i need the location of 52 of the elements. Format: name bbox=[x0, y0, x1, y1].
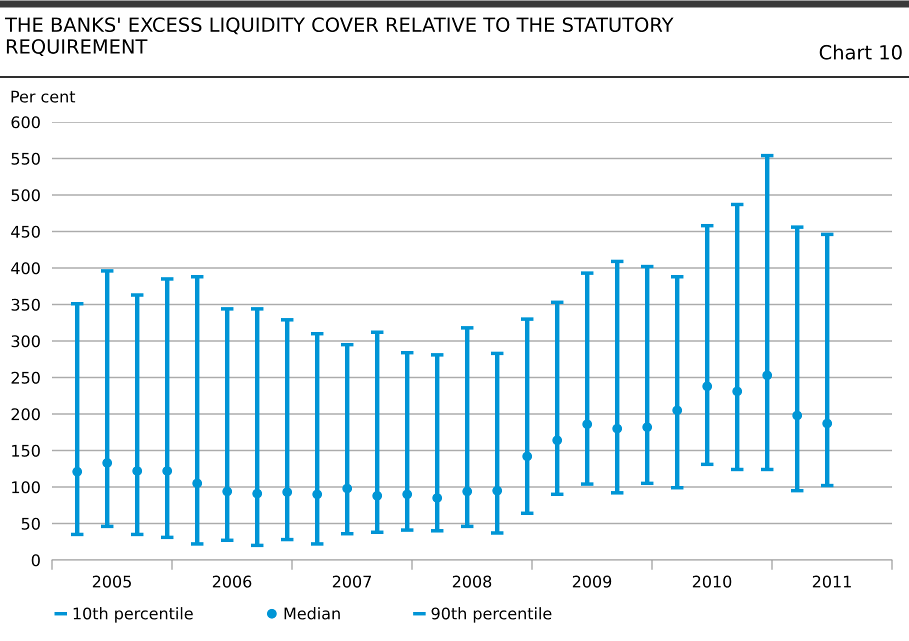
point bbox=[582, 419, 592, 430]
point bbox=[222, 486, 232, 496]
point bbox=[492, 486, 502, 496]
y-tick-label: 250 bbox=[12, 372, 40, 384]
chart-title: THE BANKS' EXCESS LIQUIDITY COVER RELATIVE TO THE STATUTORY REQUIREMENT bbox=[4, 17, 674, 56]
y-tick-label: 300 bbox=[12, 335, 40, 348]
x-tick-label: 2007 bbox=[332, 576, 371, 588]
y-tick-label: 400 bbox=[11, 262, 40, 274]
point bbox=[642, 422, 652, 432]
point bbox=[432, 493, 442, 503]
text: 90th percentile bbox=[432, 607, 552, 623]
y-tick-label: 500 bbox=[12, 189, 40, 202]
x-tick-label: 2010 bbox=[692, 576, 732, 588]
x-tick-label: 2006 bbox=[212, 576, 252, 588]
point bbox=[102, 458, 112, 468]
point bbox=[372, 490, 382, 501]
point bbox=[702, 381, 712, 392]
point bbox=[762, 370, 772, 380]
point bbox=[72, 466, 82, 477]
x-tick-label: 2005 bbox=[92, 576, 131, 588]
point bbox=[552, 435, 562, 446]
text: 10th percentile bbox=[74, 607, 193, 623]
x-tick-label: 2008 bbox=[452, 576, 492, 588]
point bbox=[732, 386, 742, 396]
legend-label: Median bbox=[284, 607, 340, 620]
point bbox=[252, 488, 262, 498]
point bbox=[312, 489, 322, 500]
y-tick-label: 350 bbox=[12, 298, 40, 311]
y-tick-label: 50 bbox=[22, 518, 40, 530]
y-tick-label: 200 bbox=[12, 408, 40, 420]
y-tick-label: 550 bbox=[12, 152, 40, 165]
y-tick-label: 0 bbox=[32, 554, 40, 566]
x-tick-label: 2009 bbox=[572, 576, 612, 588]
point bbox=[132, 466, 142, 476]
y-tick-label: 150 bbox=[12, 444, 40, 457]
caption: Chart 10 bbox=[820, 44, 902, 60]
y-tick-label: 600 bbox=[12, 116, 40, 128]
y-axis-title: Per cent bbox=[12, 90, 76, 103]
point bbox=[282, 487, 292, 497]
point bbox=[672, 405, 682, 416]
point bbox=[402, 489, 412, 500]
point bbox=[162, 466, 172, 476]
y-tick-label: 450 bbox=[11, 226, 40, 238]
point bbox=[822, 418, 832, 428]
point bbox=[462, 486, 472, 496]
point bbox=[792, 410, 802, 420]
x-tick-label: 2011 bbox=[812, 576, 851, 588]
point bbox=[522, 451, 532, 462]
point bbox=[192, 478, 202, 488]
point bbox=[342, 484, 352, 494]
point bbox=[612, 424, 622, 434]
y-tick-label: 100 bbox=[12, 481, 40, 494]
